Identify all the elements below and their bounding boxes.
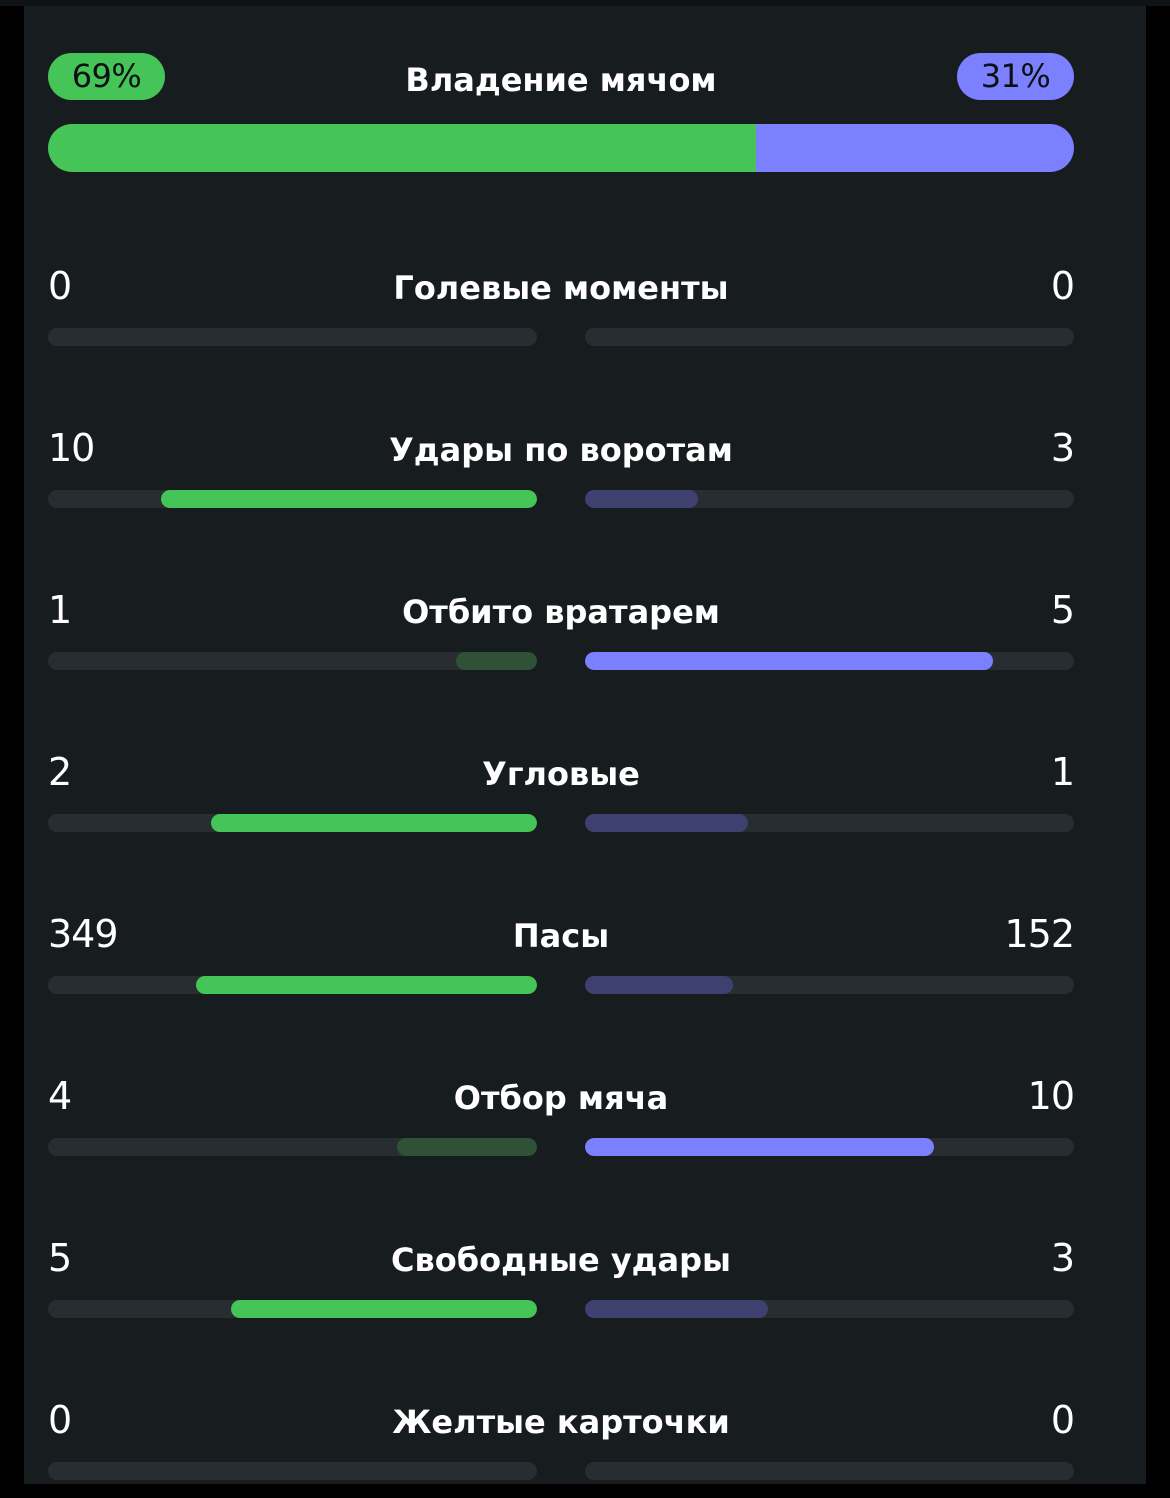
stat-away-value: 152 bbox=[1004, 912, 1075, 956]
possession-bar-away bbox=[755, 124, 1074, 172]
stat-home-value: 0 bbox=[48, 264, 72, 308]
stat-home-value: 349 bbox=[48, 912, 119, 956]
stat-away-bar bbox=[585, 652, 1074, 670]
stat-home-bar-fill bbox=[231, 1300, 537, 1318]
stat-row-shots-on-target: 10 Удары по воротам 3 bbox=[48, 426, 1075, 526]
stat-home-bar bbox=[48, 1138, 537, 1156]
stat-row-free-kicks: 5 Свободные удары 3 bbox=[48, 1236, 1075, 1336]
stat-away-bar bbox=[585, 1300, 1074, 1318]
stat-home-bar bbox=[48, 814, 537, 832]
stat-row-saves: 1 Отбито вратарем 5 bbox=[48, 588, 1075, 688]
stat-away-bar-fill bbox=[585, 652, 993, 670]
possession-bar-home bbox=[48, 124, 756, 172]
stat-away-value: 3 bbox=[1050, 1236, 1075, 1280]
match-stats-panel bbox=[24, 6, 1146, 1484]
stat-home-bar bbox=[48, 490, 537, 508]
stat-home-bar bbox=[48, 1300, 537, 1318]
stat-home-bar-fill bbox=[196, 976, 537, 994]
stat-away-bar bbox=[585, 490, 1074, 508]
stat-label: Отбито вратарем bbox=[402, 593, 720, 631]
stat-row-yellow-cards: 0 Желтые карточки 0 bbox=[48, 1398, 1075, 1498]
stat-away-bar bbox=[585, 1138, 1074, 1156]
stat-away-bar bbox=[585, 1462, 1074, 1480]
stat-away-bar-fill bbox=[585, 976, 734, 994]
stat-home-value: 2 bbox=[48, 750, 72, 794]
stat-away-bar-fill bbox=[585, 1300, 769, 1318]
stat-away-value: 5 bbox=[1050, 588, 1075, 632]
possession-bar bbox=[48, 124, 1074, 172]
stat-home-bar bbox=[48, 976, 537, 994]
stat-home-bar-fill bbox=[397, 1138, 537, 1156]
possession-label: Владение мячом bbox=[405, 61, 717, 99]
stat-label: Угловые bbox=[482, 755, 640, 793]
stat-label: Свободные удары bbox=[391, 1241, 731, 1279]
stat-home-value: 5 bbox=[48, 1236, 72, 1280]
stat-away-bar-fill bbox=[585, 490, 698, 508]
stat-row-big-chances: 0 Голевые моменты 0 bbox=[48, 264, 1075, 364]
possession-header: 69% Владение мячом 31% bbox=[48, 53, 1074, 103]
stat-away-bar bbox=[585, 976, 1074, 994]
stat-home-bar-fill bbox=[211, 814, 537, 832]
stat-home-bar bbox=[48, 652, 537, 670]
stat-away-bar bbox=[585, 328, 1074, 346]
stat-home-bar bbox=[48, 328, 537, 346]
stat-away-value: 10 bbox=[1027, 1074, 1075, 1118]
stat-label: Голевые моменты bbox=[393, 269, 729, 307]
stat-label: Отбор мяча bbox=[453, 1079, 669, 1117]
stat-away-value: 0 bbox=[1050, 264, 1075, 308]
stat-label: Желтые карточки bbox=[392, 1403, 730, 1441]
stat-away-value: 1 bbox=[1050, 750, 1075, 794]
stat-row-passes: 349 Пасы 152 bbox=[48, 912, 1075, 1012]
stat-row-corners: 2 Угловые 1 bbox=[48, 750, 1075, 850]
stat-row-tackles: 4 Отбор мяча 10 bbox=[48, 1074, 1075, 1174]
stat-home-bar-fill bbox=[455, 652, 537, 670]
stat-home-bar-fill bbox=[160, 490, 537, 508]
stat-away-bar-fill bbox=[585, 814, 748, 832]
stat-away-value: 3 bbox=[1050, 426, 1075, 470]
top-divider bbox=[0, 0, 1170, 6]
stat-home-value: 1 bbox=[48, 588, 72, 632]
stat-label: Удары по воротам bbox=[389, 431, 733, 469]
away-possession-badge: 31% bbox=[957, 53, 1074, 100]
stat-away-bar bbox=[585, 814, 1074, 832]
stat-home-value: 10 bbox=[48, 426, 95, 470]
home-possession-badge: 69% bbox=[48, 53, 165, 100]
stat-away-value: 0 bbox=[1050, 1398, 1075, 1442]
stat-home-bar bbox=[48, 1462, 537, 1480]
stat-home-value: 4 bbox=[48, 1074, 72, 1118]
stat-away-bar-fill bbox=[585, 1138, 935, 1156]
stat-home-value: 0 bbox=[48, 1398, 72, 1442]
stat-label: Пасы bbox=[512, 917, 610, 955]
